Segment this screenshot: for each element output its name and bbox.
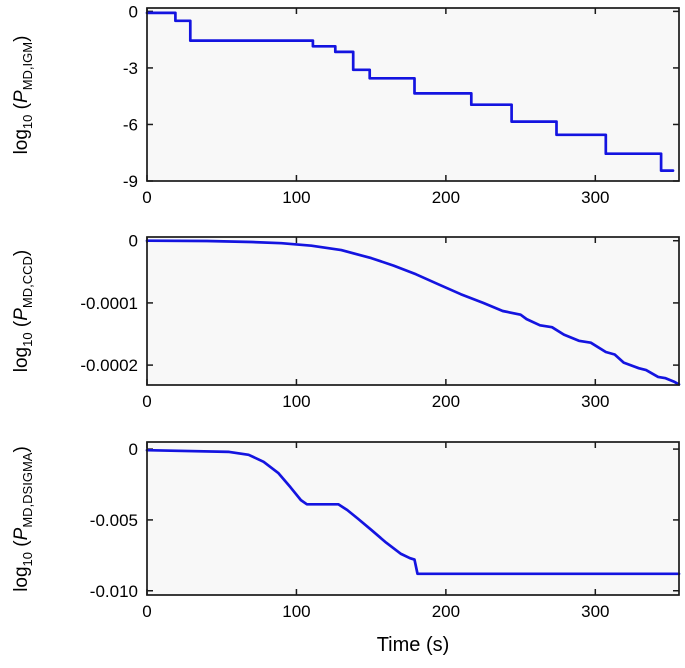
ylabel-part: MD,IGM	[19, 41, 35, 91]
ylabel-part: P	[11, 308, 32, 321]
x-tick-label: 200	[432, 188, 460, 207]
chart-ccd: 0 100 200 300 0 -0.0001 -0.0002	[80, 232, 681, 411]
x-tick-label: 200	[432, 392, 460, 411]
plot-area	[147, 237, 679, 385]
y-tick-label: -0.010	[90, 582, 138, 601]
ylabel-part: MD,CCD	[19, 256, 35, 309]
axes-box	[146, 236, 680, 386]
data-line	[145, 11, 675, 172]
plot-area	[147, 8, 679, 181]
y-tick-label: -6	[123, 115, 138, 134]
x-tick-label: 100	[282, 602, 310, 621]
plot-area	[147, 442, 679, 595]
chart-igm: 0 100 200 300 0 -3 -6 -9	[123, 2, 680, 207]
x-tick-label: 0	[142, 188, 151, 207]
axes-box	[146, 441, 680, 596]
chart-dsigma: 0 100 200 300 0 -0.005 -0.010	[90, 440, 681, 621]
ylabel-part: MD,DSIGMA	[19, 452, 35, 528]
ylabel-part: P	[11, 527, 32, 541]
axes-box	[146, 7, 680, 182]
y-tick-label: 0	[129, 2, 138, 21]
ylabel-part: (	[11, 540, 32, 552]
x-tick-label: 0	[142, 602, 151, 621]
ylabel-part: (	[11, 320, 32, 333]
x-tick-label: 200	[432, 602, 460, 621]
y-axis-label-dsigma: log10 (PMD,DSIGMA)	[5, 359, 39, 668]
ylabel-part: )	[11, 249, 32, 257]
ylabel-part: P	[11, 90, 32, 103]
x-tick-label: 300	[581, 188, 609, 207]
x-tick-label: 300	[581, 392, 609, 411]
x-axis-label: Time (s)	[376, 634, 450, 656]
x-tick-label: 100	[282, 392, 310, 411]
data-line	[145, 239, 681, 386]
data-line	[145, 448, 681, 576]
ylabel-part: 10	[19, 551, 35, 567]
y-tick-label: 0	[129, 440, 138, 459]
y-tick-label: -0.005	[90, 511, 138, 530]
ylabel-part: )	[11, 446, 32, 453]
y-tick-label: -0.0002	[80, 356, 138, 375]
ylabel-part: (	[11, 102, 32, 115]
x-tick-label: 0	[142, 392, 151, 411]
y-tick-label: 0	[129, 232, 138, 251]
x-tick-label: 100	[282, 188, 310, 207]
y-tick-label: -9	[123, 172, 138, 191]
ylabel-part: 10	[19, 332, 35, 347]
y-tick-label: -0.0001	[80, 294, 138, 313]
ylabel-part: 10	[19, 114, 35, 130]
y-tick-label: -3	[123, 59, 138, 78]
ylabel-part: )	[11, 35, 32, 42]
ylabel-part: log	[11, 566, 32, 592]
x-tick-label: 300	[581, 602, 609, 621]
